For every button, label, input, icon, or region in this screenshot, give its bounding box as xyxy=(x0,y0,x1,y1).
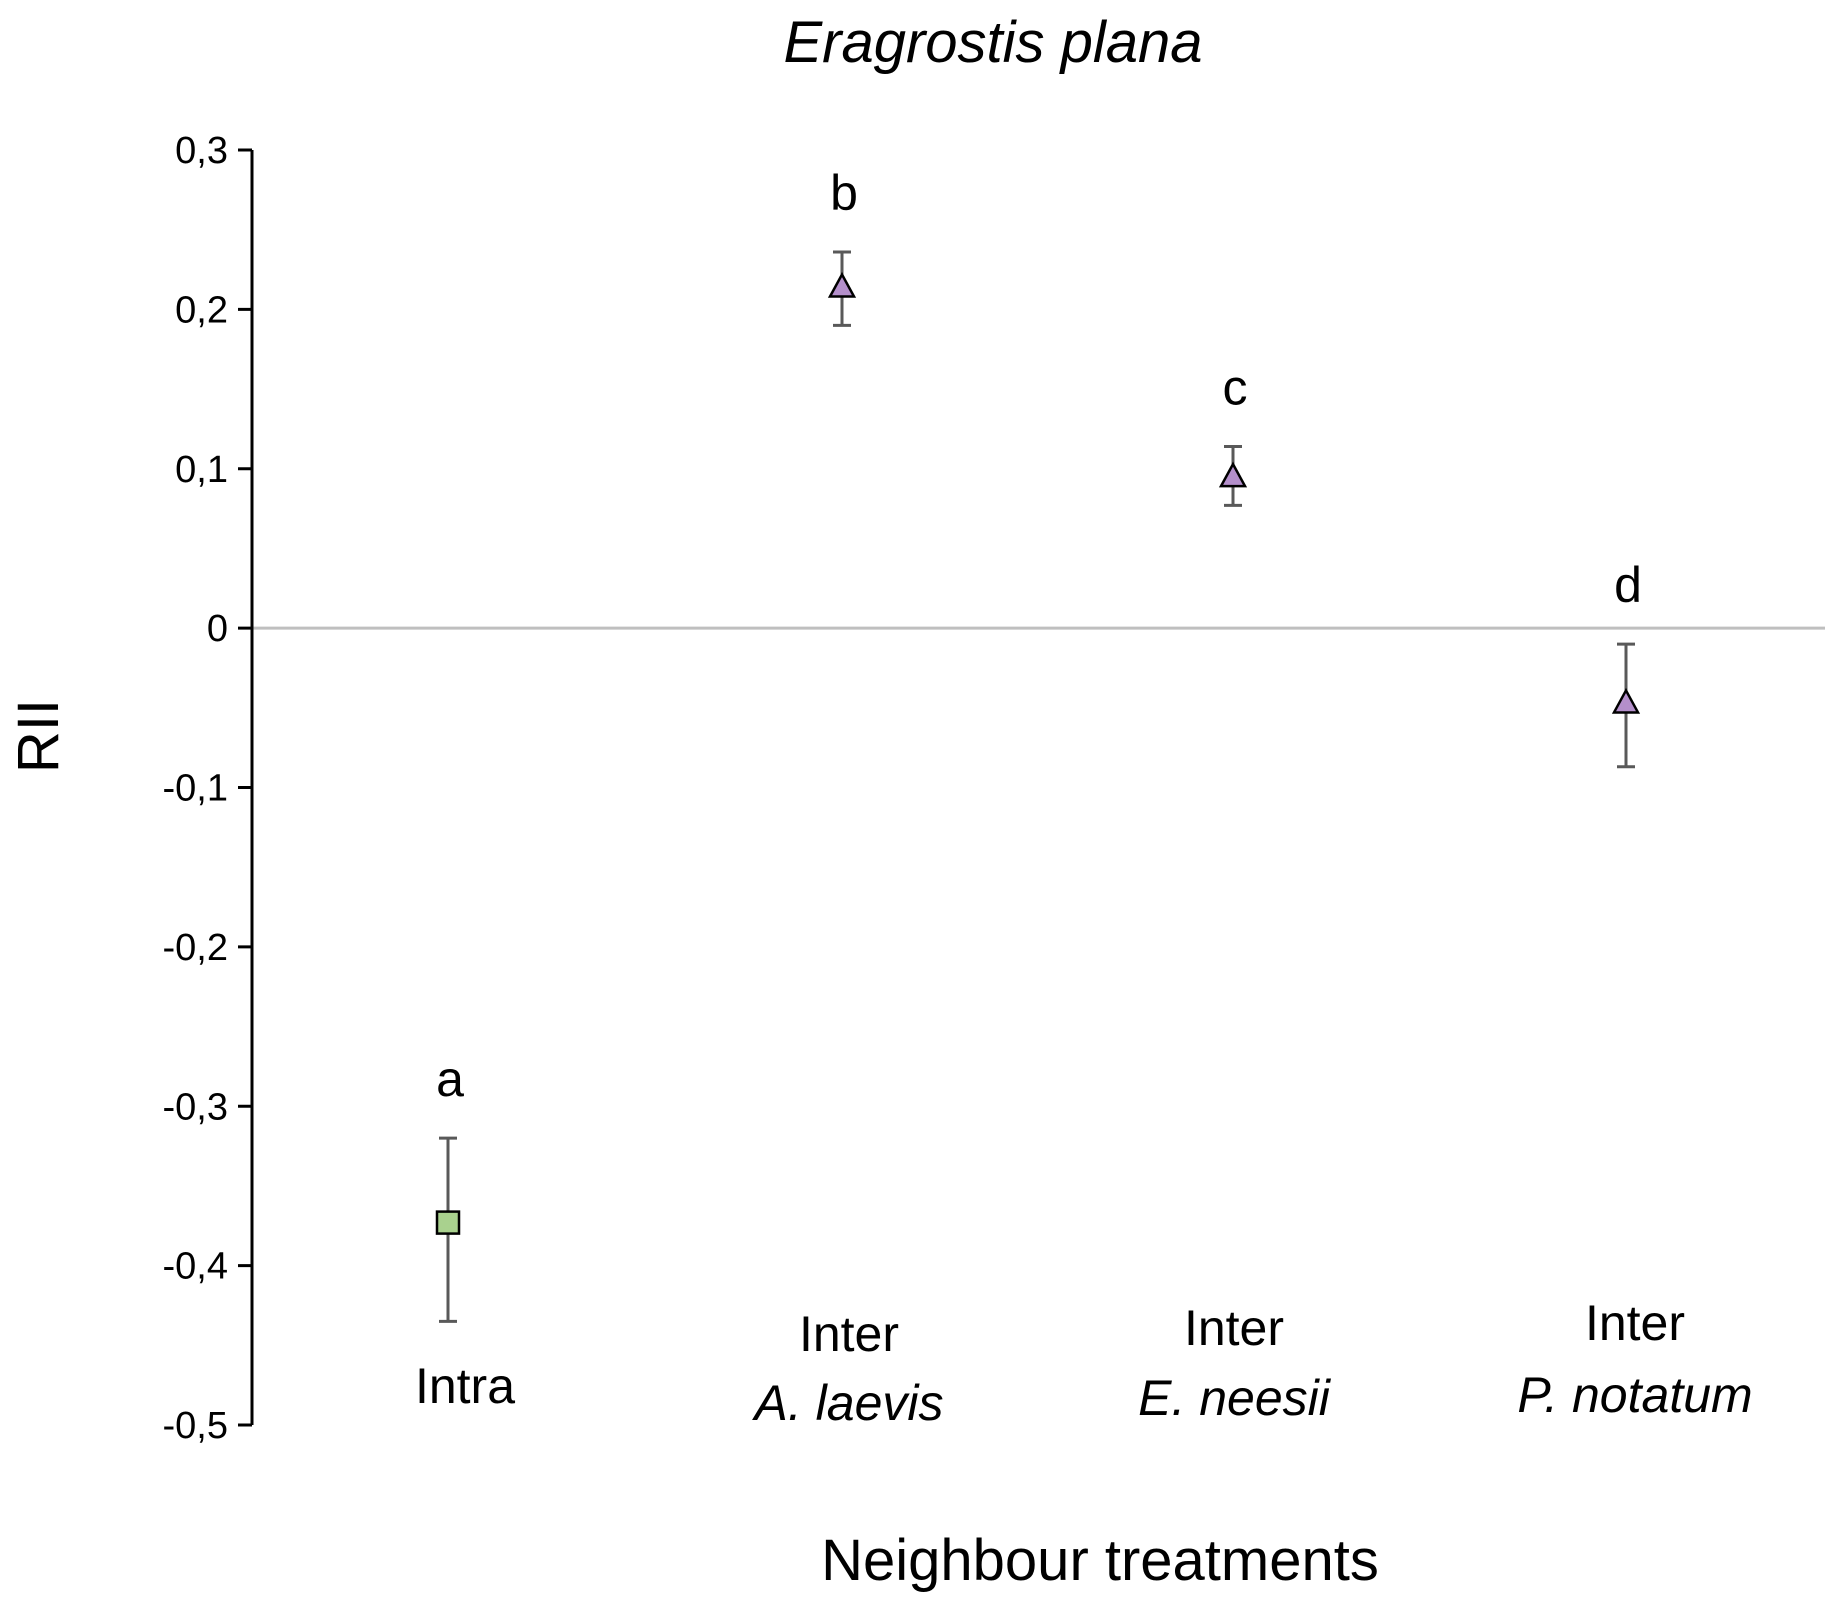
significance-label: d xyxy=(1614,557,1642,613)
category-label-line2: A. laevis xyxy=(752,1375,944,1431)
category-label-line1: Inter xyxy=(799,1306,899,1362)
data-point-square xyxy=(435,1210,461,1235)
significance-label: b xyxy=(830,165,858,221)
y-tick-label: 0,1 xyxy=(175,449,228,491)
data-point-triangle xyxy=(1218,461,1248,488)
y-tick-label: 0 xyxy=(207,608,228,650)
x-axis-label: Neighbour treatments xyxy=(821,1528,1379,1593)
significance-label: c xyxy=(1223,359,1248,415)
y-axis-label: RII xyxy=(6,699,71,773)
category-label-line2: Intra xyxy=(415,1358,515,1414)
data-point-triangle xyxy=(827,271,857,298)
y-tick-label: -0,5 xyxy=(163,1405,228,1447)
category-label-line1: Inter xyxy=(1585,1295,1685,1351)
category-label-line2: E. neesii xyxy=(1138,1370,1332,1426)
category-label-line1: Inter xyxy=(1184,1300,1284,1356)
y-tick-label: -0,2 xyxy=(163,927,228,969)
data-point-triangle xyxy=(1611,687,1641,714)
y-tick-label: -0,4 xyxy=(163,1246,228,1288)
plot-area: 0,3 0,2 0,1 0 -0,1 -0,2 -0,3 -0,4 -0,5 a b c d Intra I… xyxy=(163,130,1825,1447)
chart-title: Eragrostis plana xyxy=(783,10,1202,75)
y-tick-label: -0,1 xyxy=(163,768,228,810)
category-label-line2: P. notatum xyxy=(1517,1367,1752,1423)
y-tick-label: 0,2 xyxy=(175,289,228,331)
y-tick-label: 0,3 xyxy=(175,130,228,172)
significance-label: a xyxy=(436,1051,464,1107)
y-tick-label: -0,3 xyxy=(163,1086,228,1128)
